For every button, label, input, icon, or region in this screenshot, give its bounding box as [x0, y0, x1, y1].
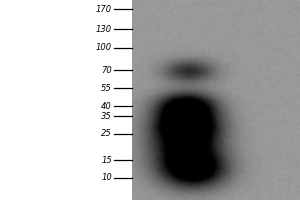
Text: 70: 70	[101, 66, 112, 75]
Text: 130: 130	[96, 24, 112, 33]
Text: 25: 25	[101, 130, 112, 138]
Text: 35: 35	[101, 112, 112, 121]
Text: 55: 55	[101, 84, 112, 93]
Text: 40: 40	[101, 102, 112, 111]
Text: 170: 170	[96, 4, 112, 14]
Text: 100: 100	[96, 44, 112, 52]
Text: 15: 15	[101, 156, 112, 165]
Text: 10: 10	[101, 173, 112, 182]
